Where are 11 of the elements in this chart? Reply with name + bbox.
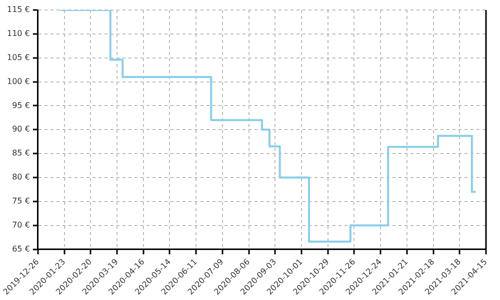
y-tick-label: 75 € [12,196,30,206]
y-tick-label: 80 € [12,172,30,182]
y-tick-label: 115 € [6,5,30,14]
y-tick-label: 110 € [6,29,30,38]
y-tick-label: 65 € [12,244,30,254]
y-tick-label: 100 € [6,76,30,86]
y-tick-label: 85 € [12,148,30,158]
y-tick-label: 95 € [12,100,30,110]
y-tick-label: 105 € [6,52,30,62]
y-tick-label: 90 € [12,124,30,134]
y-tick-label: 70 € [12,220,30,230]
